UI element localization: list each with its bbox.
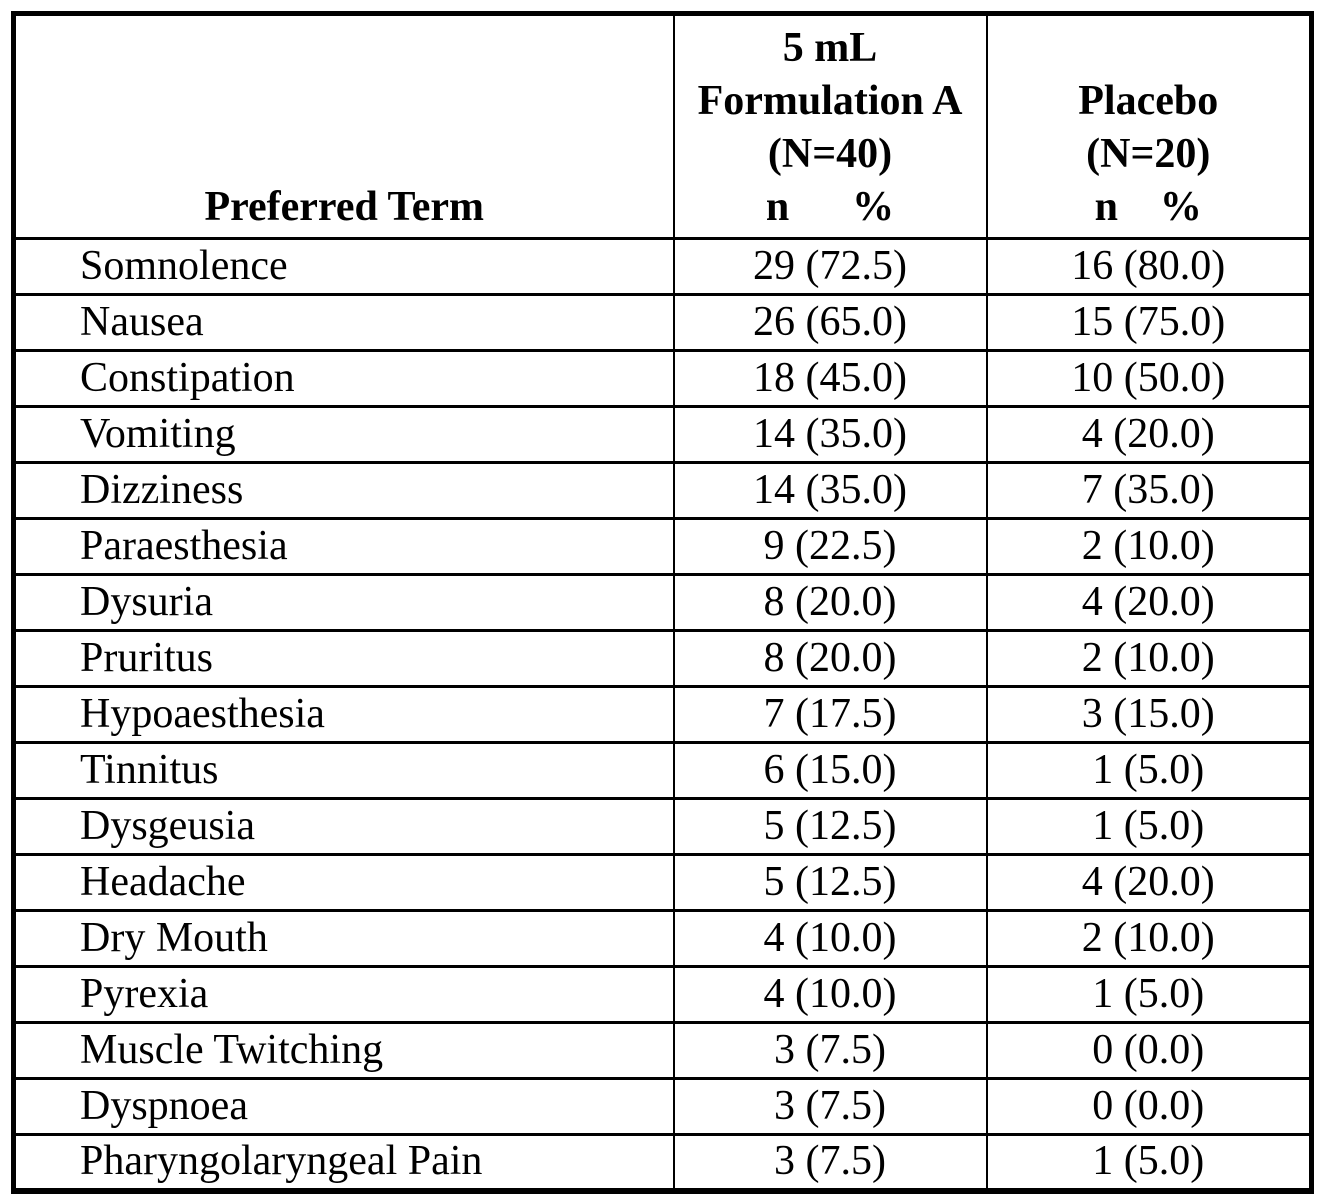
table-row: Vomiting 14 (35.0) 4 (20.0) xyxy=(12,405,1313,464)
term-cell: Tinnitus xyxy=(12,741,675,800)
placebo-cell: 0 (0.0) xyxy=(985,1021,1313,1080)
placebo-cell: 7 (35.0) xyxy=(985,461,1313,520)
table-row: Dysuria 8 (20.0) 4 (20.0) xyxy=(12,573,1313,632)
header-preferred-term: Preferred Term xyxy=(12,12,675,240)
formulation-a-cell: 14 (35.0) xyxy=(672,405,988,464)
formulation-a-name: Formulation A xyxy=(697,78,963,124)
formulation-a-cell: 3 (7.5) xyxy=(672,1021,988,1080)
placebo-n: (N=20) xyxy=(1086,131,1211,177)
term-cell: Pruritus xyxy=(12,629,675,688)
adverse-events-table: Preferred Term 5 mL Formulation A (N=40)… xyxy=(11,11,1314,1194)
placebo-cell: 16 (80.0) xyxy=(985,237,1313,296)
table-body: Somnolence 29 (72.5) 16 (80.0) Nausea 26… xyxy=(12,237,1313,1192)
table-row: Paraesthesia 9 (22.5) 2 (10.0) xyxy=(12,517,1313,576)
placebo-cell: 2 (10.0) xyxy=(985,517,1313,576)
formulation-a-cell: 14 (35.0) xyxy=(672,461,988,520)
placebo-cell: 1 (5.0) xyxy=(985,965,1313,1024)
term-cell: Dry Mouth xyxy=(12,909,675,968)
formulation-a-dose: 5 mL xyxy=(782,25,878,71)
formulation-a-subheader: n % xyxy=(765,184,895,230)
formulation-a-cell: 8 (20.0) xyxy=(672,629,988,688)
table-row: Tinnitus 6 (15.0) 1 (5.0) xyxy=(12,741,1313,800)
table-row: Pruritus 8 (20.0) 2 (10.0) xyxy=(12,629,1313,688)
table-row: Somnolence 29 (72.5) 16 (80.0) xyxy=(12,237,1313,296)
placebo-cell: 10 (50.0) xyxy=(985,349,1313,408)
term-cell: Dysgeusia xyxy=(12,797,675,856)
placebo-cell: 15 (75.0) xyxy=(985,293,1313,352)
table-row: Dysgeusia 5 (12.5) 1 (5.0) xyxy=(12,797,1313,856)
formulation-a-cell: 5 (12.5) xyxy=(672,853,988,912)
header-placebo: Placebo (N=20) n % xyxy=(985,12,1313,240)
term-cell: Nausea xyxy=(12,293,675,352)
term-cell: Muscle Twitching xyxy=(12,1021,675,1080)
table-row: Headache 5 (12.5) 4 (20.0) xyxy=(12,853,1313,912)
table-row: Dry Mouth 4 (10.0) 2 (10.0) xyxy=(12,909,1313,968)
header-formulation-a: 5 mL Formulation A (N=40) n % xyxy=(672,12,988,240)
formulation-a-cell: 9 (22.5) xyxy=(672,517,988,576)
formulation-a-cell: 7 (17.5) xyxy=(672,685,988,744)
table-row: Hypoaesthesia 7 (17.5) 3 (15.0) xyxy=(12,685,1313,744)
placebo-cell: 2 (10.0) xyxy=(985,909,1313,968)
placebo-cell: 4 (20.0) xyxy=(985,405,1313,464)
term-cell: Hypoaesthesia xyxy=(12,685,675,744)
header-preferred-term-label: Preferred Term xyxy=(204,184,484,230)
header-row: Preferred Term 5 mL Formulation A (N=40)… xyxy=(12,12,1313,240)
placebo-cell: 1 (5.0) xyxy=(985,1133,1313,1192)
term-cell: Somnolence xyxy=(12,237,675,296)
table-row: Pharyngolaryngeal Pain 3 (7.5) 1 (5.0) xyxy=(12,1133,1313,1192)
formulation-a-cell: 6 (15.0) xyxy=(672,741,988,800)
placebo-name: Placebo xyxy=(1078,78,1219,124)
term-cell: Dizziness xyxy=(12,461,675,520)
term-cell: Pyrexia xyxy=(12,965,675,1024)
term-cell: Headache xyxy=(12,853,675,912)
formulation-a-cell: 5 (12.5) xyxy=(672,797,988,856)
term-cell: Dyspnoea xyxy=(12,1077,675,1136)
table-header: Preferred Term 5 mL Formulation A (N=40)… xyxy=(12,12,1313,240)
placebo-cell: 1 (5.0) xyxy=(985,741,1313,800)
formulation-a-cell: 26 (65.0) xyxy=(672,293,988,352)
term-cell: Dysuria xyxy=(12,573,675,632)
formulation-a-cell: 29 (72.5) xyxy=(672,237,988,296)
term-cell: Vomiting xyxy=(12,405,675,464)
table-row: Dizziness 14 (35.0) 7 (35.0) xyxy=(12,461,1313,520)
formulation-a-n: (N=40) xyxy=(767,131,893,177)
placebo-cell: 3 (15.0) xyxy=(985,685,1313,744)
term-cell: Paraesthesia xyxy=(12,517,675,576)
placebo-cell: 4 (20.0) xyxy=(985,573,1313,632)
placebo-cell: 1 (5.0) xyxy=(985,797,1313,856)
formulation-a-cell: 4 (10.0) xyxy=(672,965,988,1024)
placebo-cell: 2 (10.0) xyxy=(985,629,1313,688)
placebo-cell: 4 (20.0) xyxy=(985,853,1313,912)
table-row: Pyrexia 4 (10.0) 1 (5.0) xyxy=(12,965,1313,1024)
formulation-a-cell: 3 (7.5) xyxy=(672,1077,988,1136)
term-cell: Constipation xyxy=(12,349,675,408)
placebo-cell: 0 (0.0) xyxy=(985,1077,1313,1136)
formulation-a-cell: 3 (7.5) xyxy=(672,1133,988,1192)
table-row: Muscle Twitching 3 (7.5) 0 (0.0) xyxy=(12,1021,1313,1080)
formulation-a-cell: 4 (10.0) xyxy=(672,909,988,968)
table-row: Nausea 26 (65.0) 15 (75.0) xyxy=(12,293,1313,352)
table-row: Dyspnoea 3 (7.5) 0 (0.0) xyxy=(12,1077,1313,1136)
formulation-a-cell: 8 (20.0) xyxy=(672,573,988,632)
formulation-a-cell: 18 (45.0) xyxy=(672,349,988,408)
placebo-subheader: n % xyxy=(1094,184,1202,230)
table-row: Constipation 18 (45.0) 10 (50.0) xyxy=(12,349,1313,408)
term-cell: Pharyngolaryngeal Pain xyxy=(12,1133,675,1192)
